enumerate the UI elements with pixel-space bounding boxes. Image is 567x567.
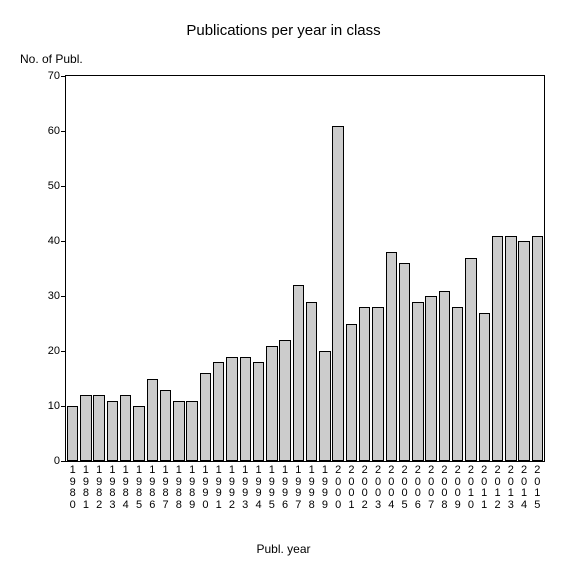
- bar: [306, 302, 317, 462]
- bar: [319, 351, 330, 461]
- xtick-label: 1 9 9 5: [265, 461, 278, 511]
- bar: [107, 401, 118, 462]
- bar: [120, 395, 131, 461]
- ytick-label: 70: [48, 70, 66, 82]
- xtick-label: 1 9 8 7: [159, 461, 172, 511]
- xtick-label: 1 9 8 9: [186, 461, 199, 511]
- xtick-label: 2 0 0 7: [425, 461, 438, 511]
- xtick-label: 1 9 8 5: [132, 461, 145, 511]
- bar: [492, 236, 503, 462]
- bar: [505, 236, 516, 462]
- xtick-label: 1 9 9 0: [199, 461, 212, 511]
- xtick-label: 1 9 9 6: [278, 461, 291, 511]
- bar: [532, 236, 543, 462]
- ytick-label: 20: [48, 345, 66, 357]
- bar: [213, 362, 224, 461]
- xtick-label: 1 9 8 8: [172, 461, 185, 511]
- xtick-label: 1 9 9 8: [305, 461, 318, 511]
- bar: [253, 362, 264, 461]
- ytick-label: 50: [48, 180, 66, 192]
- bar: [160, 390, 171, 462]
- bar: [479, 313, 490, 462]
- xtick-label: 1 9 8 1: [79, 461, 92, 511]
- chart-title: Publications per year in class: [0, 22, 567, 39]
- xtick-label: 1 9 9 7: [292, 461, 305, 511]
- ytick-label: 10: [48, 400, 66, 412]
- xtick-label: 2 0 1 4: [517, 461, 530, 511]
- xtick-label: 1 9 9 4: [252, 461, 265, 511]
- bar: [465, 258, 476, 462]
- bar: [266, 346, 277, 462]
- bar: [186, 401, 197, 462]
- xtick-label: 2 0 0 2: [358, 461, 371, 511]
- bar: [425, 296, 436, 461]
- xtick-label: 2 0 1 2: [491, 461, 504, 511]
- bar: [346, 324, 357, 462]
- xtick-label: 2 0 0 4: [385, 461, 398, 511]
- bar: [80, 395, 91, 461]
- bar: [133, 406, 144, 461]
- bar: [359, 307, 370, 461]
- xtick-label: 2 0 1 0: [464, 461, 477, 511]
- xtick-label: 2 0 0 3: [371, 461, 384, 511]
- bar: [240, 357, 251, 462]
- xtick-label: 2 0 1 1: [478, 461, 491, 511]
- xtick-label: 1 9 8 3: [106, 461, 119, 511]
- x-axis-label: Publ. year: [0, 542, 567, 556]
- xtick-label: 1 9 9 2: [225, 461, 238, 511]
- xtick-label: 1 9 9 9: [318, 461, 331, 511]
- bar: [332, 126, 343, 462]
- ytick-label: 60: [48, 125, 66, 137]
- bar: [293, 285, 304, 461]
- bar: [372, 307, 383, 461]
- ytick-label: 30: [48, 290, 66, 302]
- bar: [386, 252, 397, 461]
- y-axis-label: No. of Publ.: [20, 52, 83, 66]
- xtick-label: 1 9 9 3: [239, 461, 252, 511]
- xtick-label: 1 9 8 4: [119, 461, 132, 511]
- bar: [439, 291, 450, 462]
- plot-area: 0102030405060701 9 8 01 9 8 11 9 8 21 9 …: [65, 75, 545, 462]
- xtick-label: 2 0 0 9: [451, 461, 464, 511]
- bar: [93, 395, 104, 461]
- ytick-label: 0: [54, 455, 66, 467]
- xtick-label: 1 9 8 6: [146, 461, 159, 511]
- xtick-label: 2 0 1 5: [531, 461, 544, 511]
- bar: [147, 379, 158, 462]
- bar: [412, 302, 423, 462]
- xtick-label: 2 0 1 3: [504, 461, 517, 511]
- xtick-label: 2 0 0 1: [345, 461, 358, 511]
- bar: [200, 373, 211, 461]
- xtick-label: 2 0 0 5: [398, 461, 411, 511]
- bar: [452, 307, 463, 461]
- bar: [173, 401, 184, 462]
- xtick-label: 1 9 8 0: [66, 461, 79, 511]
- ytick-label: 40: [48, 235, 66, 247]
- xtick-label: 2 0 0 8: [438, 461, 451, 511]
- bar: [226, 357, 237, 462]
- xtick-label: 1 9 8 2: [93, 461, 106, 511]
- xtick-label: 1 9 9 1: [212, 461, 225, 511]
- bar: [399, 263, 410, 461]
- bar: [279, 340, 290, 461]
- bar: [67, 406, 78, 461]
- xtick-label: 2 0 0 0: [332, 461, 345, 511]
- bar: [518, 241, 529, 461]
- xtick-label: 2 0 0 6: [411, 461, 424, 511]
- publications-bar-chart: Publications per year in class No. of Pu…: [0, 0, 567, 567]
